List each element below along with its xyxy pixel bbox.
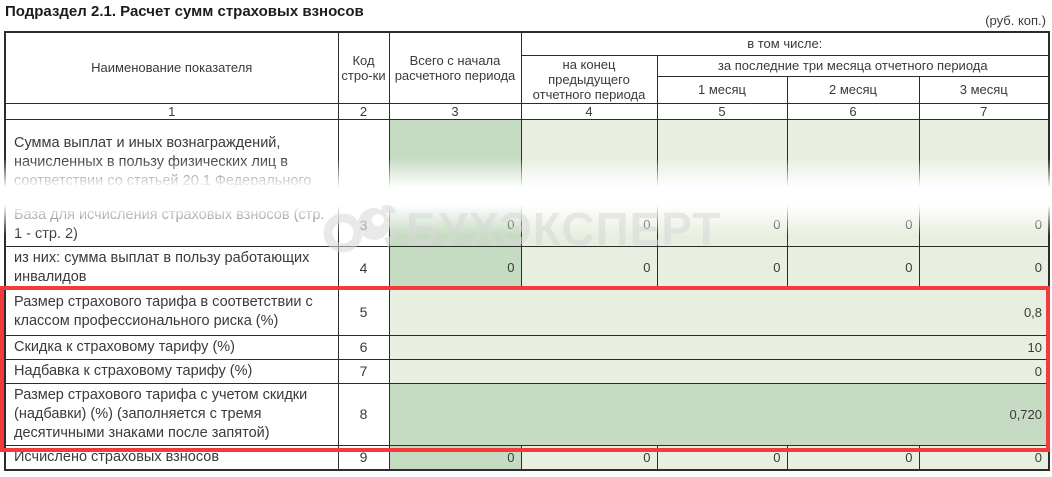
- table-row-payments-sum: Сумма выплат и иных вознаграждений, начи…: [4, 118, 1050, 204]
- table-row-base: База для исчисления страховых взносов (с…: [4, 202, 1050, 247]
- col-number-5: 5: [656, 102, 788, 120]
- value-cell-total[interactable]: [388, 118, 522, 204]
- table-row-disabled-workers: из них: сумма выплат в пользу работающих…: [4, 245, 1050, 290]
- row-label: Скидка к страховому тарифу (%): [4, 334, 339, 360]
- value-cell-m2[interactable]: [786, 118, 920, 204]
- header-total-col: Всего с начала расчетного периода: [388, 31, 522, 104]
- value-cell-m2[interactable]: 0: [786, 444, 920, 470]
- value-cell-total[interactable]: 0: [388, 202, 522, 247]
- row-label: База для исчисления страховых взносов (с…: [4, 202, 339, 247]
- row-code: [337, 118, 390, 204]
- row-label: Исчислено страховых взносов: [4, 444, 339, 470]
- column-number-row: 1 2 3 4 5 6 7: [4, 102, 1050, 120]
- header-last-three-months: за последние три месяца отчетного период…: [656, 54, 1050, 78]
- header-name-col: Наименование показателя: [4, 31, 339, 104]
- row-code: 9: [337, 444, 390, 470]
- row-code: 6: [337, 334, 390, 360]
- header-month-1: 1 месяц: [656, 76, 788, 104]
- row-label: из них: сумма выплат в пользу работающих…: [4, 245, 339, 290]
- header-prev-period: на конец предыдущего отчетного периода: [520, 54, 658, 104]
- header-month-3: 3 месяц: [918, 76, 1050, 104]
- row-code: 4: [337, 245, 390, 290]
- value-cell-m3[interactable]: 0: [918, 202, 1050, 247]
- header-including: в том числе:: [520, 31, 1050, 56]
- unit-label: (руб. коп.): [985, 13, 1046, 28]
- header-code-col: Код стро-ки: [337, 31, 390, 104]
- value-cell-m1[interactable]: 0: [656, 444, 788, 470]
- row-label: Сумма выплат и иных вознаграждений, начи…: [4, 118, 339, 204]
- table-row-tariff-rate: Размер страхового тарифа в соответствии …: [4, 288, 1050, 336]
- value-cell-prev[interactable]: [520, 118, 658, 204]
- value-cell-prev[interactable]: 0: [520, 245, 658, 290]
- col-number-3: 3: [388, 102, 522, 120]
- row-code: 5: [337, 288, 390, 336]
- value-cell-merged[interactable]: 0: [388, 358, 1050, 384]
- value-cell-prev[interactable]: 0: [520, 202, 658, 247]
- contributions-table: Наименование показателя Код стро-ки Всег…: [4, 31, 1051, 471]
- row-label: Размер страхового тарифа с учетом скидки…: [4, 382, 339, 446]
- value-cell-m1[interactable]: 0: [656, 245, 788, 290]
- value-cell-m3[interactable]: 0: [918, 444, 1050, 470]
- value-cell-m3[interactable]: [918, 118, 1050, 204]
- value-cell-m2[interactable]: 0: [786, 202, 920, 247]
- table-row-discount: Скидка к страховому тарифу (%) 6 10: [4, 334, 1050, 360]
- value-cell-total[interactable]: 0: [388, 444, 522, 470]
- table-row-tariff-with-discount: Размер страхового тарифа с учетом скидки…: [4, 382, 1050, 446]
- col-number-1: 1: [4, 102, 339, 120]
- row-code: 8: [337, 382, 390, 446]
- table-row-calculated-contributions: Исчислено страховых взносов 9 0 0 0 0 0: [4, 444, 1050, 470]
- value-cell-merged[interactable]: 0,720: [388, 382, 1050, 446]
- value-cell-merged[interactable]: 0,8: [388, 288, 1050, 336]
- col-number-6: 6: [786, 102, 920, 120]
- row-code: 7: [337, 358, 390, 384]
- value-cell-prev[interactable]: 0: [520, 444, 658, 470]
- value-cell-m1[interactable]: 0: [656, 202, 788, 247]
- col-number-2: 2: [337, 102, 390, 120]
- value-cell-m1[interactable]: [656, 118, 788, 204]
- value-cell-total[interactable]: 0: [388, 245, 522, 290]
- table-row-surcharge: Надбавка к страховому тарифу (%) 7 0: [4, 358, 1050, 384]
- header-month-2: 2 месяц: [786, 76, 920, 104]
- row-label: Надбавка к страховому тарифу (%): [4, 358, 339, 384]
- page-title: Подраздел 2.1. Расчет сумм страховых взн…: [5, 3, 364, 20]
- col-number-7: 7: [918, 102, 1050, 120]
- value-cell-m3[interactable]: 0: [918, 245, 1050, 290]
- value-cell-m2[interactable]: 0: [786, 245, 920, 290]
- value-cell-merged[interactable]: 10: [388, 334, 1050, 360]
- row-label: Размер страхового тарифа в соответствии …: [4, 288, 339, 336]
- col-number-4: 4: [520, 102, 658, 120]
- row-code: 3: [337, 202, 390, 247]
